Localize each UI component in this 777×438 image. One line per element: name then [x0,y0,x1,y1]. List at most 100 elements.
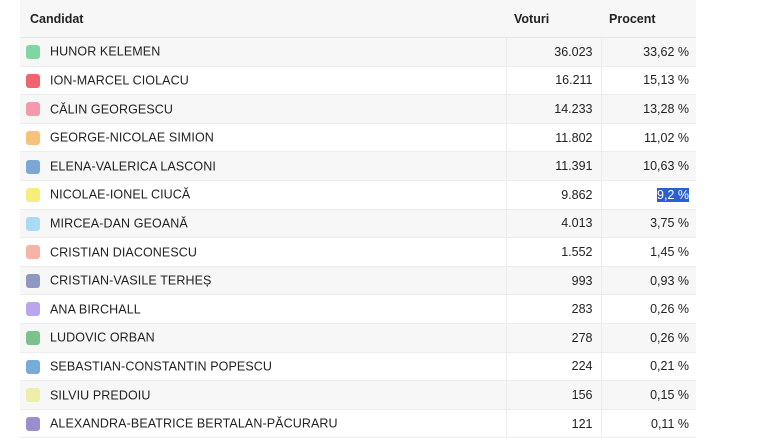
color-swatch-icon [26,273,40,288]
candidate-name: CĂLIN GEORGESCU [50,102,174,117]
candidate-name: CRISTIAN DIACONESCU [50,245,198,260]
table-header-row: Candidat Voturi Procent [20,0,696,38]
header-votes[interactable]: Voturi [506,0,601,38]
candidate-name: ION-MARCEL CIOLACU [50,73,189,88]
candidate-cell: MIRCEA-DAN GEOANĂ [20,209,507,239]
percent-cell: 3,75 % [601,209,696,239]
candidate-name: NICOLAE-IONEL CIUCĂ [50,188,191,203]
candidate-name: CRISTIAN-VASILE TERHEȘ [50,273,212,288]
color-swatch-icon [26,102,40,117]
percent-cell: 9,2 % [601,180,696,210]
candidate-name: ANA BIRCHALL [50,302,141,317]
candidate-name: MIRCEA-DAN GEOANĂ [50,216,188,231]
candidate-cell: NICOLAE-IONEL CIUCĂ [20,180,507,210]
candidate-name: GEORGE-NICOLAE SIMION [50,130,214,145]
header-percent[interactable]: Procent [601,0,696,38]
percent-cell: 33,62 % [601,37,696,67]
votes-cell: 1.552 [506,237,602,267]
votes-cell: 156 [506,380,602,410]
percent-cell: 0,93 % [601,266,696,296]
votes-cell: 11.391 [506,151,602,181]
color-swatch-icon [26,45,40,60]
percent-value: 0,15 % [650,387,689,402]
candidate-name: SILVIU PREDOIU [50,388,151,403]
results-table: Candidat Voturi Procent HUNOR KELEMEN 36.… [20,0,696,438]
percent-value: 0,11 % [651,416,689,431]
percent-cell: 10,63 % [601,151,696,181]
table-row[interactable]: SEBASTIAN-CONSTANTIN POPESCU 224 0,21 % [20,352,696,382]
votes-cell: 16.211 [506,66,602,96]
candidate-cell: ION-MARCEL CIOLACU [20,66,507,96]
candidate-cell: CRISTIAN DIACONESCU [20,237,507,267]
percent-cell: 0,26 % [601,294,696,324]
table-row[interactable]: CĂLIN GEORGESCU 14.233 13,28 % [20,94,696,124]
votes-cell: 224 [506,352,602,382]
votes-cell: 283 [506,294,602,324]
table-row[interactable]: GEORGE-NICOLAE SIMION 11.802 11,02 % [20,123,696,153]
percent-value: 3,75 % [650,216,689,231]
candidate-cell: ANA BIRCHALL [20,294,507,324]
percent-value: 0,93 % [650,273,689,288]
percent-value: 11,02 % [644,130,689,145]
color-swatch-icon [26,331,40,346]
candidate-cell: SEBASTIAN-CONSTANTIN POPESCU [20,352,507,382]
percent-value: 0,26 % [650,330,689,345]
percent-value: 13,28 % [643,101,689,116]
candidate-name: ALEXANDRA-BEATRICE BERTALAN-PĂCURARU [50,416,338,431]
table-row[interactable]: CRISTIAN-VASILE TERHEȘ 993 0,93 % [20,266,696,296]
color-swatch-icon [26,73,40,88]
percent-value: 15,13 % [643,73,689,88]
candidate-name: SEBASTIAN-CONSTANTIN POPESCU [50,359,273,374]
percent-cell: 0,21 % [601,352,696,382]
votes-cell: 4.013 [506,209,602,239]
table-body: HUNOR KELEMEN 36.023 33,62 % ION-MARCEL CIO… [20,37,696,438]
table-row[interactable]: ANA BIRCHALL 283 0,26 % [20,294,696,324]
percent-cell: 0,15 % [601,380,696,410]
votes-cell: 36.023 [506,37,602,67]
votes-cell: 121 [506,409,602,438]
candidate-cell: SILVIU PREDOIU [20,380,507,410]
candidate-cell: CRISTIAN-VASILE TERHEȘ [20,266,507,296]
votes-cell: 9.862 [506,180,602,210]
percent-value-selected: 9,2 % [657,187,689,202]
table-row[interactable]: LUDOVIC ORBAN 278 0,26 % [20,323,696,353]
table-row[interactable]: NICOLAE-IONEL CIUCĂ 9.862 9,2 % [20,180,696,210]
table-row[interactable]: ELENA-VALERICA LASCONI 11.391 10,63 % [20,151,696,181]
votes-cell: 14.233 [506,94,602,124]
percent-value: 10,63 % [643,159,689,174]
table-row[interactable]: SILVIU PREDOIU 156 0,15 % [20,380,696,410]
color-swatch-icon [26,188,40,203]
percent-value: 0,26 % [650,302,689,317]
percent-cell: 13,28 % [601,94,696,124]
table-row[interactable]: MIRCEA-DAN GEOANĂ 4.013 3,75 % [20,209,696,239]
votes-cell: 278 [506,323,602,353]
percent-cell: 11,02 % [601,123,696,153]
votes-cell: 11.802 [506,123,602,153]
color-swatch-icon [26,388,40,403]
color-swatch-icon [26,359,40,374]
percent-cell: 0,11 % [601,409,696,438]
candidate-cell: HUNOR KELEMEN [20,37,507,67]
table-row[interactable]: ALEXANDRA-BEATRICE BERTALAN-PĂCURARU 121 0… [20,409,696,438]
table-row[interactable]: HUNOR KELEMEN 36.023 33,62 % [20,37,696,67]
candidate-cell: GEORGE-NICOLAE SIMION [20,123,507,153]
color-swatch-icon [26,130,40,145]
header-candidate[interactable]: Candidat [20,0,506,38]
percent-value: 1,45 % [650,244,689,259]
candidate-cell: LUDOVIC ORBAN [20,323,507,353]
percent-cell: 0,26 % [601,323,696,353]
table-row[interactable]: ION-MARCEL CIOLACU 16.211 15,13 % [20,66,696,96]
percent-value: 33,62 % [643,44,689,59]
color-swatch-icon [26,245,40,260]
candidate-name: HUNOR KELEMEN [50,45,161,60]
color-swatch-icon [26,216,40,231]
color-swatch-icon [26,159,40,174]
results-table-container: Candidat Voturi Procent HUNOR KELEMEN 36.… [20,0,696,438]
percent-cell: 1,45 % [601,237,696,267]
table-row[interactable]: CRISTIAN DIACONESCU 1.552 1,45 % [20,237,696,267]
percent-value: 0,21 % [650,359,689,374]
candidate-name: LUDOVIC ORBAN [50,331,155,346]
candidate-cell: ELENA-VALERICA LASCONI [20,151,507,181]
color-swatch-icon [26,416,40,431]
color-swatch-icon [26,302,40,317]
